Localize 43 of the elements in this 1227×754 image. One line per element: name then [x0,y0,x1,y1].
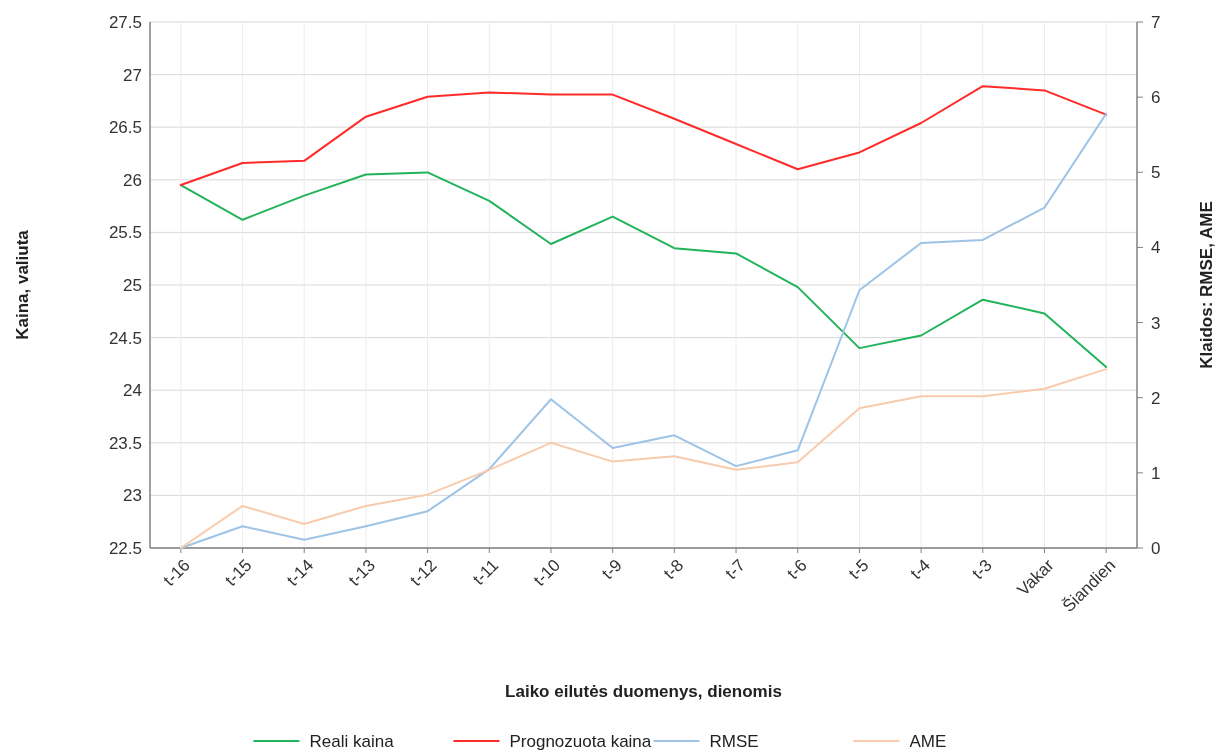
y-tick-label: 24 [123,381,142,401]
x-tick-label: t-7 [721,555,750,584]
y-tick-label: 26 [123,170,142,190]
y-tick-label: 23 [123,486,142,506]
x-tick-label: t-10 [529,555,564,590]
line-series [179,368,1108,549]
y-tick-label: 23.5 [108,433,142,453]
y2-tick-label: 6 [1151,88,1161,108]
y2-tick-label: 5 [1151,163,1161,183]
y-tick-label: 25 [123,275,142,295]
y2-tick-label: 4 [1151,238,1161,258]
y2-tick-label: 7 [1151,12,1161,32]
legend-label: AME [909,731,947,751]
y2-tick-label: 0 [1151,538,1161,558]
x-tick-label: t-12 [406,555,441,590]
x-tick-label: t-13 [344,555,379,590]
x-tick-label: t-9 [598,555,626,584]
line-series [179,171,1108,369]
x-tick-label: t-3 [968,555,996,584]
x-axis-title: Laiko eilutės duomenys, dienomis [505,682,782,701]
line-series [179,85,1108,187]
x-tick-label: t-4 [906,555,935,584]
y-tick-label: 25.5 [108,223,142,243]
x-tick-label: t-6 [783,555,811,584]
y2-axis-title: Klaidos: RMSE, AME [1197,201,1216,369]
legend-label: Prognozuota kaina [509,731,652,751]
x-tick-label: t-11 [469,555,503,589]
x-tick-label: t-15 [221,555,256,590]
legend-label: Reali kaina [309,731,395,751]
x-tick-label: t-16 [159,555,194,590]
legend-label: RMSE [709,731,759,751]
x-tick-label: t-5 [844,555,873,584]
y2-tick-label: 2 [1151,388,1161,408]
y-tick-label: 24.5 [108,328,142,348]
y-tick-label: 22.5 [108,538,142,558]
y2-tick-label: 1 [1151,463,1161,483]
y-tick-label: 27.5 [108,12,142,32]
x-tick-label: t-14 [283,555,318,590]
y-tick-label: 27 [123,65,142,85]
x-tick-label: t-8 [659,555,688,584]
y-axis-title: Kaina, valiuta [13,229,32,340]
y-tick-label: 26.5 [108,118,142,138]
y2-tick-label: 3 [1151,313,1161,333]
